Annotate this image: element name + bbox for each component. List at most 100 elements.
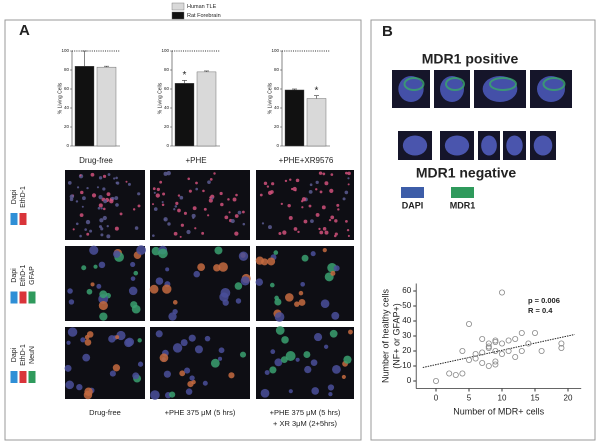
cell [294, 189, 297, 192]
cell [158, 248, 168, 259]
point [498, 289, 505, 296]
cell [315, 188, 318, 191]
cell [336, 203, 340, 207]
cell [185, 388, 193, 395]
cell [235, 298, 242, 304]
y-tick-label: 40 [64, 105, 70, 110]
cell [319, 190, 323, 194]
cell [99, 312, 108, 321]
y-tick-label: 80 [164, 67, 170, 72]
cell [322, 248, 327, 253]
y-tick-label: 0 [276, 143, 279, 148]
cell [91, 193, 97, 198]
cell [242, 222, 246, 226]
cell [327, 384, 335, 391]
cell [204, 335, 211, 342]
cell [195, 181, 198, 185]
bar [174, 83, 195, 147]
point [492, 347, 499, 354]
cell [67, 181, 72, 185]
point [492, 361, 499, 368]
trendline [422, 334, 575, 368]
cell [114, 226, 119, 231]
cell [285, 350, 296, 361]
point [479, 359, 486, 366]
cell [318, 227, 321, 231]
cell [271, 182, 275, 186]
cell [288, 216, 293, 221]
cell [194, 345, 203, 354]
cell [82, 353, 91, 362]
cell [207, 214, 210, 217]
cell [150, 390, 160, 400]
cell [89, 229, 93, 233]
cell [240, 276, 250, 286]
panel-a-frame [4, 19, 362, 441]
cell [280, 202, 283, 206]
cell [81, 205, 84, 208]
cell [192, 216, 195, 219]
cell [132, 208, 136, 211]
y-tick-label: 50 [402, 301, 411, 310]
y-tick-label: 20 [164, 124, 170, 129]
cell [172, 300, 178, 305]
cell [98, 203, 103, 208]
significance: * [183, 70, 187, 81]
cell [112, 364, 121, 372]
cell [195, 187, 199, 191]
cell [134, 226, 139, 230]
stain-color [19, 371, 27, 383]
cell [193, 270, 200, 278]
cell [75, 222, 79, 226]
cell [163, 171, 168, 176]
cell [155, 193, 160, 198]
cell [301, 206, 304, 209]
x-axis-label: Number of MDR+ cells [453, 406, 544, 416]
y-axis-label: % Living Cells [267, 82, 273, 114]
cell [84, 228, 87, 231]
cell [197, 263, 206, 272]
cell [213, 172, 216, 175]
cell [238, 251, 249, 261]
cell [98, 176, 103, 180]
point [492, 337, 499, 344]
cell [79, 213, 84, 217]
cell [228, 372, 235, 379]
micrograph [150, 170, 250, 240]
point [505, 347, 512, 354]
cell [315, 180, 319, 185]
cell [334, 219, 338, 223]
cell [287, 203, 291, 208]
cell [76, 383, 83, 391]
cell [219, 292, 229, 302]
cell [162, 284, 172, 294]
stain-label: GFAP [29, 266, 36, 285]
cell [274, 312, 285, 322]
cell [67, 288, 73, 294]
cell [228, 211, 231, 214]
y-tick-label: 0 [66, 143, 69, 148]
cell [323, 344, 329, 349]
cell [81, 265, 87, 271]
cell [177, 194, 181, 197]
cell [125, 180, 128, 183]
cell [348, 329, 353, 335]
y-tick-label: 60 [402, 286, 411, 295]
x-tick-label: 15 [531, 394, 540, 403]
point [485, 340, 492, 347]
micrograph [65, 170, 145, 240]
cell [167, 222, 171, 226]
micrograph [256, 327, 354, 399]
condition-label: Drug-free [89, 408, 121, 417]
nucleus [481, 135, 497, 156]
cell [333, 265, 340, 272]
cell [324, 230, 329, 235]
cell [179, 235, 182, 238]
cell [72, 228, 75, 231]
y-tick-label: 60 [164, 86, 170, 91]
cell [136, 245, 146, 255]
point [498, 350, 505, 357]
cell [183, 211, 187, 215]
y-tick-label: 40 [274, 105, 280, 110]
cell [310, 359, 318, 366]
